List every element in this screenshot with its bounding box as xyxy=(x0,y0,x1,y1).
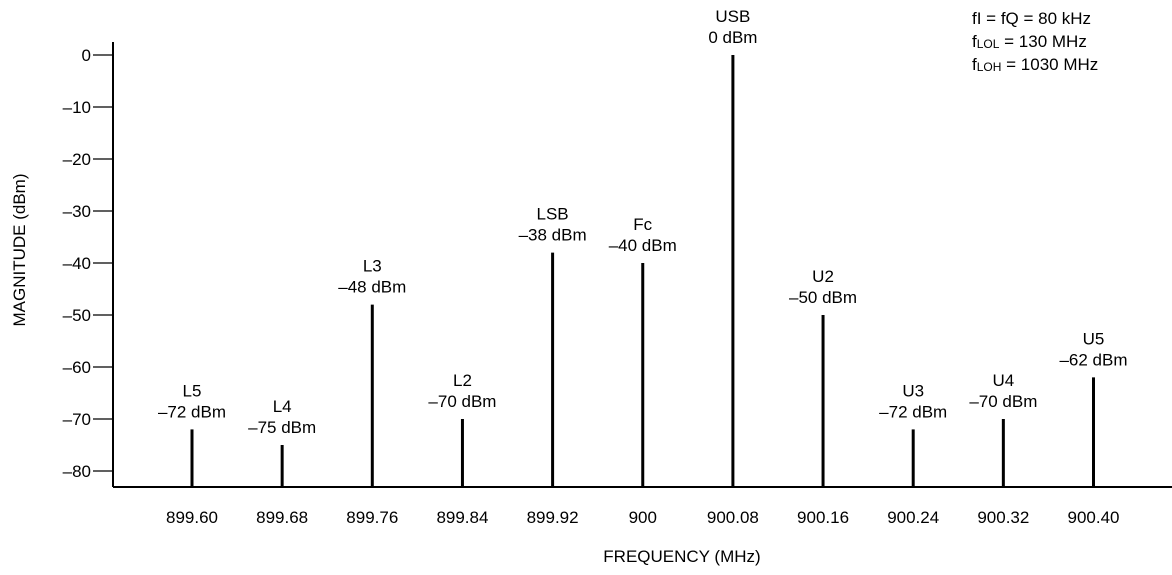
spectral-line-name: U4 xyxy=(992,371,1014,390)
y-tick-label: –10 xyxy=(63,98,91,117)
y-axis-label: MAGNITUDE (dBm) xyxy=(10,174,29,327)
y-tick-label: 0 xyxy=(82,46,91,65)
spectral-line-name: L3 xyxy=(363,257,382,276)
x-tick-label: 900.08 xyxy=(707,508,759,527)
spectral-line-value-label: –48 dBm xyxy=(338,278,406,297)
y-tick-label: –70 xyxy=(63,410,91,429)
x-tick-label: 899.60 xyxy=(166,508,218,527)
y-tick-label: –50 xyxy=(63,306,91,325)
spectral-line-name: USB xyxy=(715,7,750,26)
spectral-line-value-label: –50 dBm xyxy=(789,288,857,307)
spectral-line-value-label: –62 dBm xyxy=(1059,350,1127,369)
spectral-lines xyxy=(190,55,1095,487)
spectral-line-name: LSB xyxy=(537,205,569,224)
spectral-line-name: Fc xyxy=(633,215,652,234)
x-tick-label: 900.32 xyxy=(977,508,1029,527)
x-tick-label: 900 xyxy=(629,508,657,527)
spectral-line-name: U2 xyxy=(812,267,834,286)
parameters-annotation: fI = fQ = 80 kHz fLOL = 130 MHz fLOH = 1… xyxy=(972,8,1098,77)
spectral-line-value-label: –40 dBm xyxy=(609,236,677,255)
x-tick-label: 900.24 xyxy=(887,508,939,527)
spectral-line-name: U3 xyxy=(902,381,924,400)
x-tick-label: 899.92 xyxy=(527,508,579,527)
y-tick-label: –40 xyxy=(63,254,91,273)
annotation-line: fLOL = 130 MHz xyxy=(972,32,1087,51)
y-tick-label: –80 xyxy=(63,462,91,481)
annotation-line: fLOH = 1030 MHz xyxy=(972,55,1099,74)
spectral-line-name: L2 xyxy=(453,371,472,390)
y-axis: 0 –10 –20 –30 –40 –50 –60 –70 –80 xyxy=(63,42,114,487)
x-axis-label: FREQUENCY (MHz) xyxy=(603,547,760,566)
y-tick-label: –60 xyxy=(63,358,91,377)
x-tick-label: 900.16 xyxy=(797,508,849,527)
spectral-line-value-label: 0 dBm xyxy=(708,28,757,47)
spectral-line-value-label: –70 dBm xyxy=(428,392,496,411)
spectral-line-value-label: –70 dBm xyxy=(969,392,1037,411)
spectral-line-value-label: –72 dBm xyxy=(158,402,226,421)
y-tick-label: –20 xyxy=(63,150,91,169)
x-axis: 899.60 899.68 899.76 899.84 899.92 900 900.08 9… xyxy=(113,486,1172,527)
x-tick-label: 900.40 xyxy=(1068,508,1120,527)
spectral-line-labels: L5 –72 dBm L4 –75 dBm L3 –48 dBm L2 –70 dBm LSB –… xyxy=(158,7,1128,437)
spectral-line-name: L4 xyxy=(273,397,292,416)
annotation-line: fI = fQ = 80 kHz xyxy=(972,9,1092,28)
spectral-line-value-label: –72 dBm xyxy=(879,402,947,421)
spectral-line-value-label: –38 dBm xyxy=(519,226,587,245)
x-tick-label: 899.76 xyxy=(346,508,398,527)
x-tick-label: 899.84 xyxy=(436,508,488,527)
spectral-line-name: U5 xyxy=(1083,329,1105,348)
spectral-line-value-label: –75 dBm xyxy=(248,418,316,437)
y-tick-label: –30 xyxy=(63,202,91,221)
x-tick-label: 899.68 xyxy=(256,508,308,527)
spectral-line-name: L5 xyxy=(183,381,202,400)
